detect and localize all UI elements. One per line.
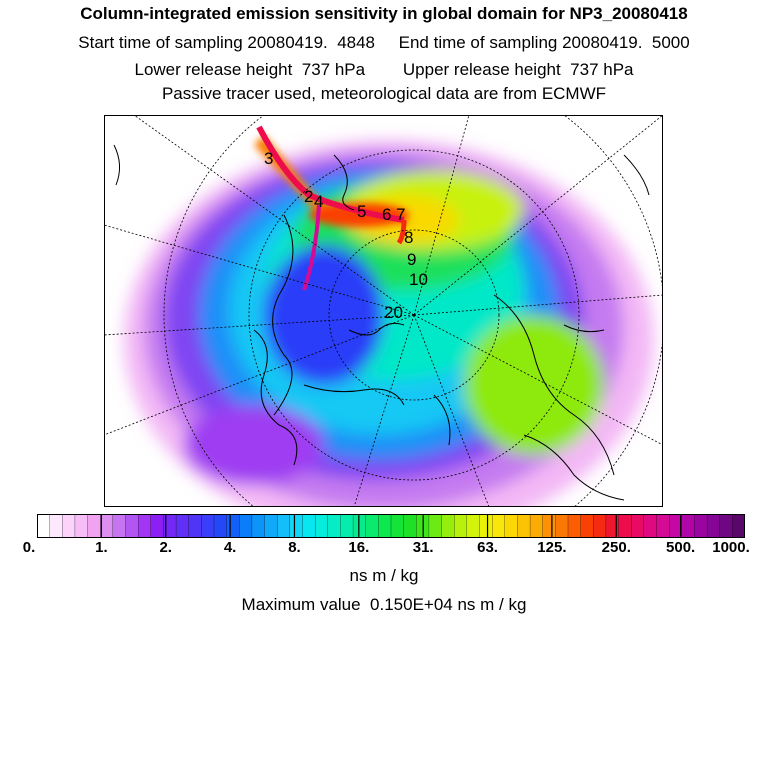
colorbar-tick-label: 0. — [22, 539, 36, 556]
colorbar-cell — [365, 514, 379, 538]
trajectory-label: 6 — [382, 205, 391, 224]
colorbar-cell — [542, 514, 556, 538]
colorbar-cell — [656, 514, 670, 538]
colorbar-cell — [264, 514, 278, 538]
colorbar-cell — [112, 514, 127, 538]
trajectory-label: 9 — [407, 250, 416, 269]
colorbar-tick-label: 31. — [412, 539, 434, 556]
colorbar-tick-label: 16. — [348, 539, 370, 556]
colorbar-cell — [491, 514, 506, 538]
colorbar-cell — [327, 514, 342, 538]
colorbar-cell — [352, 514, 367, 538]
release-heights: Lower release height 737 hPa Upper relea… — [134, 60, 634, 79]
colorbar-cell — [529, 514, 544, 538]
colorbar-cell — [555, 514, 569, 538]
colorbar-cell — [302, 514, 316, 538]
trajectory-label: 20 — [384, 303, 403, 322]
colorbar-tick-label: 63. — [477, 539, 498, 556]
colorbar-cell — [150, 514, 165, 538]
colorbar-cell — [517, 514, 531, 538]
trajectory-label: 4 — [314, 192, 323, 211]
figure-title: Column-integrated emission sensitivity i… — [80, 4, 688, 23]
colorbar-cell — [125, 514, 139, 538]
trajectory-label: 10 — [409, 270, 428, 289]
tracer-info: Passive tracer used, meteorological data… — [161, 84, 607, 103]
colorbar-cell — [137, 514, 152, 538]
colorbar-cell — [62, 514, 76, 538]
colorbar-cell — [454, 514, 468, 538]
maximum-value: Maximum value 0.150E+04 ns m / kg — [241, 595, 527, 614]
colorbar-tick-label: 2. — [159, 539, 172, 556]
colorbar-cell — [643, 514, 658, 538]
sensitivity-map: 3 2 4 5 6 7 8 9 10 20 — [104, 115, 663, 507]
colorbar-cell — [340, 514, 354, 538]
colorbar-cell — [479, 514, 493, 538]
colorbar-cell — [681, 514, 696, 538]
colorbar-cell — [239, 514, 253, 538]
colorbar-tick-label: 250. — [601, 539, 631, 556]
colorbar-cell — [87, 514, 101, 538]
colorbar-cell — [289, 514, 304, 538]
colorbar-cell — [504, 514, 519, 538]
colorbar-cell — [706, 514, 721, 538]
colorbar-tick-label: 1000. — [712, 539, 750, 556]
colorbar-cell — [251, 514, 266, 538]
colorbar-cell — [428, 514, 443, 538]
colorbar-cell — [403, 514, 417, 538]
colorbar-cell — [277, 514, 291, 538]
colorbar-cell — [618, 514, 632, 538]
colorbar-cell — [580, 514, 594, 538]
colorbar-cell — [100, 514, 114, 538]
colorbar-cell — [441, 514, 455, 538]
trajectory-label: 5 — [357, 202, 366, 221]
colorbar-cell — [694, 514, 708, 538]
colorbar-tick-label: 1. — [95, 539, 108, 556]
colorbar-cell — [201, 514, 215, 538]
colorbar-tick-label: 4. — [223, 539, 237, 556]
colorbar-cell — [390, 514, 405, 538]
colorbar-cell — [314, 514, 329, 538]
trajectory-label: 7 — [396, 205, 405, 224]
colorbar-cell — [567, 514, 582, 538]
trajectory-label: 3 — [264, 149, 273, 168]
trajectory-label: 8 — [404, 228, 413, 247]
colorbar-cell — [593, 514, 607, 538]
colorbar-cell — [74, 514, 89, 538]
colorbar-cell — [175, 514, 190, 538]
colorbar-cell — [226, 514, 240, 538]
sampling-times: Start time of sampling 20080419. 4848 En… — [78, 33, 690, 52]
colorbar-cell — [631, 514, 645, 538]
colorbar-cell — [605, 514, 620, 538]
colorbar — [37, 514, 745, 538]
trajectory-label: 2 — [304, 187, 313, 206]
colorbar-cell — [49, 514, 63, 538]
colorbar-cell — [213, 514, 228, 538]
colorbar-tick-label: 8. — [288, 539, 301, 556]
colorbar-cell — [466, 514, 481, 538]
colorbar-tick-label: 125. — [537, 539, 567, 556]
colorbar-cell — [378, 514, 392, 538]
colorbar-cell — [719, 514, 734, 538]
colorbar-cell — [188, 514, 203, 538]
colorbar-unit: ns m / kg — [349, 566, 419, 585]
colorbar-cell — [732, 514, 745, 538]
colorbar-cell — [37, 514, 51, 538]
colorbar-tick-label: 500. — [666, 539, 696, 556]
